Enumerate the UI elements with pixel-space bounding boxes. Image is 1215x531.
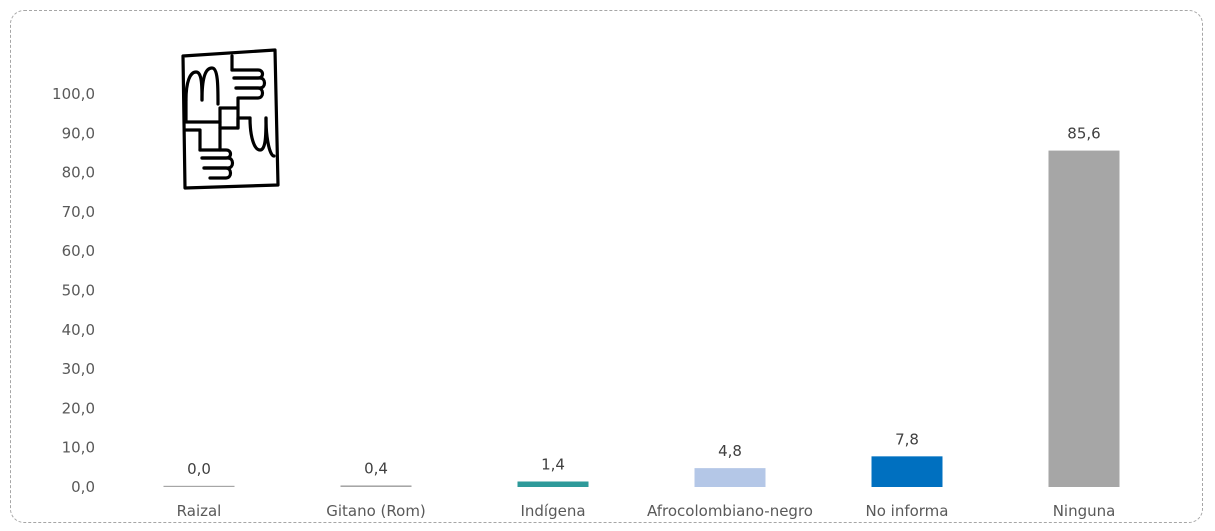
- y-tick-label: 20,0: [62, 399, 95, 417]
- data-label: 0,4: [364, 459, 388, 477]
- data-label: 0,0: [187, 460, 211, 478]
- y-tick-label: 90,0: [62, 124, 95, 142]
- y-tick-label: 80,0: [62, 164, 95, 182]
- data-label: 4,8: [718, 442, 742, 460]
- bar-ind-gena: [517, 481, 589, 487]
- data-label: 1,4: [541, 455, 565, 473]
- y-tick-label: 50,0: [62, 282, 95, 300]
- x-tick-label: Gitano (Rom): [326, 502, 426, 520]
- y-tick-label: 0,0: [71, 478, 95, 496]
- y-tick-label: 40,0: [62, 321, 95, 339]
- data-label: 7,8: [895, 430, 919, 448]
- bar-gitano-rom-: [340, 485, 412, 487]
- data-label: 85,6: [1067, 125, 1100, 143]
- y-tick-label: 100,0: [52, 85, 95, 103]
- x-tick-label: Ninguna: [1053, 502, 1116, 520]
- x-tick-label: Raizal: [177, 502, 222, 520]
- hands-together-icon: [181, 48, 280, 190]
- y-tick-label: 60,0: [62, 242, 95, 260]
- bar-ninguna: [1048, 150, 1120, 488]
- x-tick-label: Indígena: [520, 502, 585, 520]
- x-tick-label: No informa: [865, 502, 948, 520]
- bar-raizal: [163, 485, 235, 487]
- y-tick-label: 10,0: [62, 439, 95, 457]
- y-tick-label: 70,0: [62, 203, 95, 221]
- bar-no-informa: [871, 456, 943, 487]
- x-tick-label: Afrocolombiano-negro: [647, 502, 813, 520]
- bar-afrocolombiano-negro: [694, 468, 766, 487]
- y-tick-label: 30,0: [62, 360, 95, 378]
- chart-frame: [10, 10, 1203, 523]
